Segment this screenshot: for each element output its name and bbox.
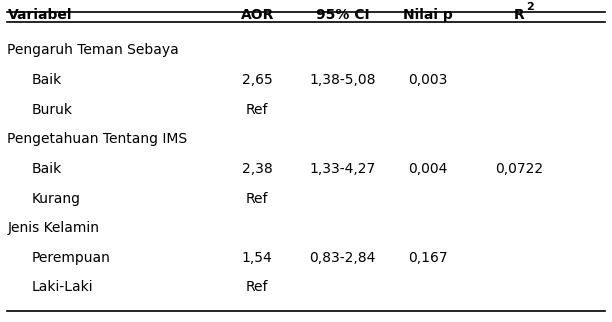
- Text: Variabel: Variabel: [7, 8, 72, 23]
- Text: Jenis Kelamin: Jenis Kelamin: [7, 221, 100, 235]
- Text: R: R: [514, 8, 524, 23]
- Text: AOR: AOR: [241, 8, 274, 23]
- Text: Nilai p: Nilai p: [403, 8, 453, 23]
- Text: 95% CI: 95% CI: [316, 8, 370, 23]
- Text: Ref: Ref: [246, 192, 269, 205]
- Text: Ref: Ref: [246, 280, 269, 294]
- Text: Pengetahuan Tentang IMS: Pengetahuan Tentang IMS: [7, 132, 188, 146]
- Text: 0,83-2,84: 0,83-2,84: [309, 251, 376, 265]
- Text: Pengaruh Teman Sebaya: Pengaruh Teman Sebaya: [7, 43, 179, 57]
- Text: Baik: Baik: [32, 73, 62, 87]
- Text: Perempuan: Perempuan: [32, 251, 111, 265]
- Text: 1,33-4,27: 1,33-4,27: [310, 162, 376, 176]
- Text: 0,004: 0,004: [408, 162, 447, 176]
- Text: Ref: Ref: [246, 103, 269, 117]
- Text: 0,167: 0,167: [408, 251, 447, 265]
- Text: 2,65: 2,65: [242, 73, 272, 87]
- Text: Laki-Laki: Laki-Laki: [32, 280, 94, 294]
- Text: 2: 2: [526, 3, 534, 13]
- Text: 0,0722: 0,0722: [495, 162, 543, 176]
- Text: 2,38: 2,38: [242, 162, 272, 176]
- Text: 1,54: 1,54: [242, 251, 272, 265]
- Text: Baik: Baik: [32, 162, 62, 176]
- Text: Kurang: Kurang: [32, 192, 81, 205]
- Text: Buruk: Buruk: [32, 103, 73, 117]
- Text: 0,003: 0,003: [408, 73, 447, 87]
- Text: 1,38-5,08: 1,38-5,08: [309, 73, 376, 87]
